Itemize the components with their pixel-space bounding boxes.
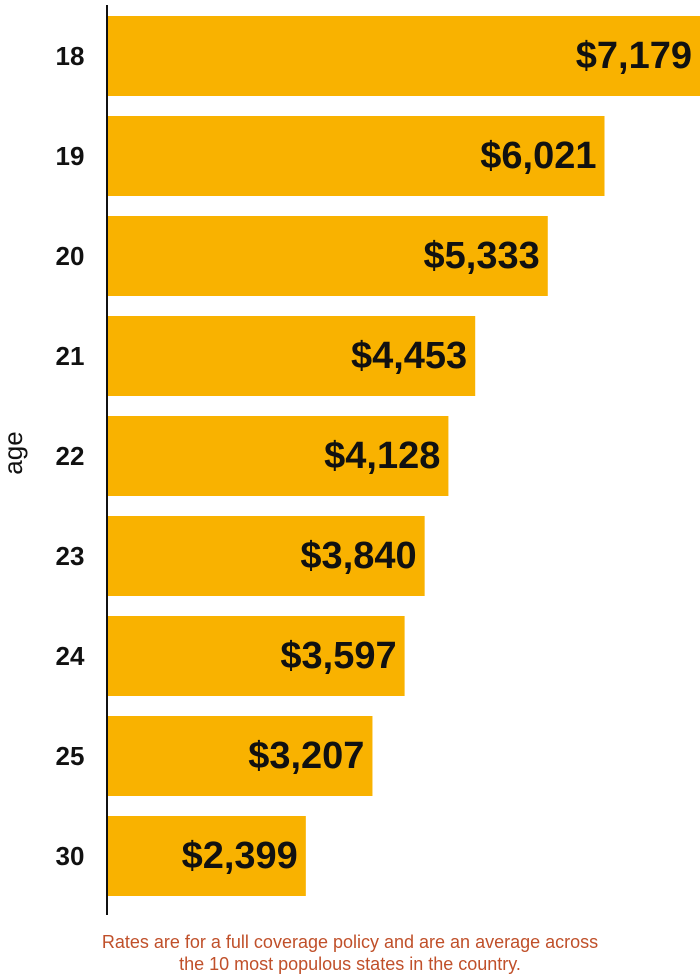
category-label-age-23: 23 (56, 541, 85, 571)
bar-age-23 (108, 516, 425, 596)
bars-group (108, 16, 700, 896)
category-label-age-22: 22 (56, 441, 85, 471)
value-label-age-25: $3,207 (248, 735, 364, 777)
category-label-age-30: 30 (56, 841, 85, 871)
value-label-age-20: $5,333 (424, 235, 540, 277)
category-labels-group: 18 19 20 21 22 23 24 25 30 (56, 41, 85, 871)
value-label-age-21: $4,453 (351, 335, 467, 377)
value-label-age-24: $3,597 (280, 635, 396, 677)
category-label-age-20: 20 (56, 241, 85, 271)
bar-age-22 (108, 416, 449, 496)
value-label-age-22: $4,128 (324, 435, 440, 477)
value-label-age-19: $6,021 (480, 135, 596, 177)
bar-age-25 (108, 716, 373, 796)
footnote-line-2: the 10 most populous states in the count… (179, 954, 521, 974)
category-label-age-21: 21 (56, 341, 85, 371)
bar-age-18 (108, 16, 700, 96)
bar-age-30 (108, 816, 306, 896)
footnote-line-1: Rates are for a full coverage policy and… (101, 932, 599, 952)
bar-chart: $7,179 $6,021 $5,333 $4,453 $4,128 $3,840 $3,5… (0, 5, 700, 915)
value-label-age-18: $7,179 (576, 35, 692, 77)
category-label-age-24: 24 (56, 641, 85, 671)
footnote: Rates are for a full coverage policy and… (0, 931, 700, 975)
bar-age-19 (108, 116, 605, 196)
bar-age-24 (108, 616, 405, 696)
value-label-age-23: $3,840 (300, 535, 416, 577)
y-axis-title: age (0, 431, 28, 474)
value-labels-group: $7,179 $6,021 $5,333 $4,453 $4,128 $3,840 $3,5… (182, 35, 692, 877)
value-label-age-30: $2,399 (182, 835, 298, 877)
bar-age-20 (108, 216, 548, 296)
category-label-age-18: 18 (56, 41, 85, 71)
bar-age-21 (108, 316, 476, 396)
category-label-age-19: 19 (56, 141, 85, 171)
category-label-age-25: 25 (56, 741, 85, 771)
